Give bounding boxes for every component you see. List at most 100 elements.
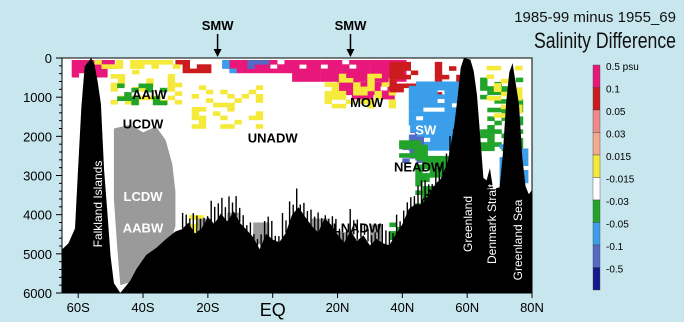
anomaly-cell-yellow xyxy=(493,83,502,88)
anomaly-cell-green xyxy=(117,83,125,89)
anomaly-cell-yellow xyxy=(486,65,494,71)
seafloor-spike xyxy=(199,218,202,234)
seafloor-spike xyxy=(360,223,362,238)
colorbar-swatch xyxy=(592,87,601,111)
seafloor-spike xyxy=(449,136,451,154)
anomaly-cell-pink xyxy=(327,60,336,65)
anomaly-cell-green xyxy=(413,140,421,145)
anomaly-cell-pink xyxy=(93,68,101,74)
anomaly-cell-pink xyxy=(327,64,336,69)
anomaly-cell-blue xyxy=(444,111,452,117)
anomaly-cell-blue xyxy=(430,146,438,151)
anomaly-cell-yellow xyxy=(486,74,494,80)
anomaly-cell-pink xyxy=(384,60,393,65)
anomaly-cell-pink xyxy=(71,60,80,65)
anomaly-cell-yellow xyxy=(174,82,183,88)
anomaly-cell-yellow xyxy=(493,87,502,92)
anomaly-cell-blue xyxy=(423,141,431,147)
anomaly-cell-yellow xyxy=(137,60,145,65)
colorbar-label: -0.5 xyxy=(606,265,624,276)
anomaly-cell-green xyxy=(422,190,430,195)
anomaly-cell-blue xyxy=(416,158,424,163)
anomaly-cell-red xyxy=(182,68,190,74)
anomaly-cell-blue xyxy=(423,116,431,121)
anomaly-cell-blue xyxy=(229,68,237,74)
anomaly-cell-green xyxy=(420,144,428,150)
y-tick-label: 6000 xyxy=(23,286,52,301)
colorbar-swatch xyxy=(592,109,601,133)
anomaly-cell-red xyxy=(389,66,397,71)
anomaly-cell-green xyxy=(422,164,430,170)
anomaly-cell-blue xyxy=(423,128,431,134)
anomaly-cell-blue xyxy=(437,137,445,143)
anomaly-cell-red xyxy=(410,70,419,76)
anomaly-cell-green xyxy=(494,129,502,134)
anomaly-cell-green xyxy=(487,142,495,147)
x-tick-label: 60N xyxy=(455,300,479,315)
anomaly-cell-pink xyxy=(306,72,314,78)
anomaly-cell-yellow xyxy=(227,102,235,108)
seafloor-spike xyxy=(281,213,284,239)
anomaly-cell-pink xyxy=(100,60,108,65)
anomaly-cell-blue xyxy=(416,85,424,91)
seafloor-spike xyxy=(428,184,430,198)
anomaly-cell-red xyxy=(182,64,190,69)
anomaly-cell-pink xyxy=(384,68,393,74)
seafloor-spike xyxy=(224,207,227,221)
anomaly-cell-blue xyxy=(409,149,417,155)
anomaly-cell-yellow xyxy=(191,115,200,121)
anomaly-cell-blue xyxy=(521,152,529,158)
anomaly-cell-yellow xyxy=(139,87,147,92)
anomaly-cell-yellow xyxy=(338,78,347,83)
anomaly-cell-blue xyxy=(222,64,230,69)
anomaly-cell-yellow xyxy=(374,73,382,79)
anomaly-cell-blue xyxy=(416,111,424,117)
anomaly-cell-blue xyxy=(521,157,529,162)
anomaly-cell-yellow xyxy=(94,60,102,65)
anomaly-cell-blue xyxy=(423,103,431,108)
anomaly-cell-blue xyxy=(451,81,459,87)
anomaly-cell-pink xyxy=(370,64,378,69)
anomaly-cell-green xyxy=(443,155,452,161)
anomaly-cell-blue xyxy=(408,98,417,104)
anomaly-cell-green xyxy=(487,137,495,143)
anomaly-cell-pink xyxy=(384,64,393,69)
anomaly-cell-blue xyxy=(451,94,459,99)
anomaly-cell-green xyxy=(480,133,488,139)
anomaly-cell-pink xyxy=(363,64,371,69)
seafloor-spike xyxy=(410,197,412,212)
anomaly-cell-green xyxy=(480,142,488,147)
anomaly-cell-green xyxy=(159,87,168,93)
anomaly-cell-pink xyxy=(292,68,300,74)
anomaly-cell-blue xyxy=(430,81,438,87)
anomaly-cell-yellow xyxy=(172,64,181,69)
seafloor-spike xyxy=(228,196,230,222)
anomaly-cell-blue xyxy=(416,133,424,138)
anomaly-cell-blue xyxy=(430,120,438,125)
anomaly-cell-blue xyxy=(444,103,452,108)
anomaly-cell-blue xyxy=(444,137,452,143)
anomaly-cell-yellow xyxy=(338,95,347,100)
anomaly-cell-pink xyxy=(377,64,386,69)
anomaly-cell-blue xyxy=(521,174,529,179)
anomaly-cell-blue xyxy=(408,120,417,125)
anomaly-cell-green xyxy=(436,168,445,174)
anomaly-cell-blue xyxy=(437,85,445,91)
colorbar-swatch xyxy=(592,64,601,88)
anomaly-cell-blue xyxy=(451,90,459,95)
anomaly-cell-green xyxy=(480,86,488,91)
anomaly-cell-pink xyxy=(306,60,314,65)
anomaly-cell-green xyxy=(413,153,421,158)
anomaly-cell-green xyxy=(131,96,139,101)
anomaly-cell-blue xyxy=(444,81,452,87)
seafloor-spike xyxy=(221,197,223,217)
anomaly-cell-yellow xyxy=(493,113,502,118)
anomaly-cell-pink xyxy=(263,64,271,69)
anomaly-cell-pink xyxy=(334,72,343,78)
anomaly-cell-red xyxy=(389,61,397,67)
x-tick-label: 60S xyxy=(67,300,90,315)
anomaly-cell-pink xyxy=(306,68,314,74)
anomaly-cell-pink xyxy=(277,64,285,69)
anomaly-cell-blue xyxy=(408,103,417,108)
anomaly-cell-yellow xyxy=(167,78,176,83)
